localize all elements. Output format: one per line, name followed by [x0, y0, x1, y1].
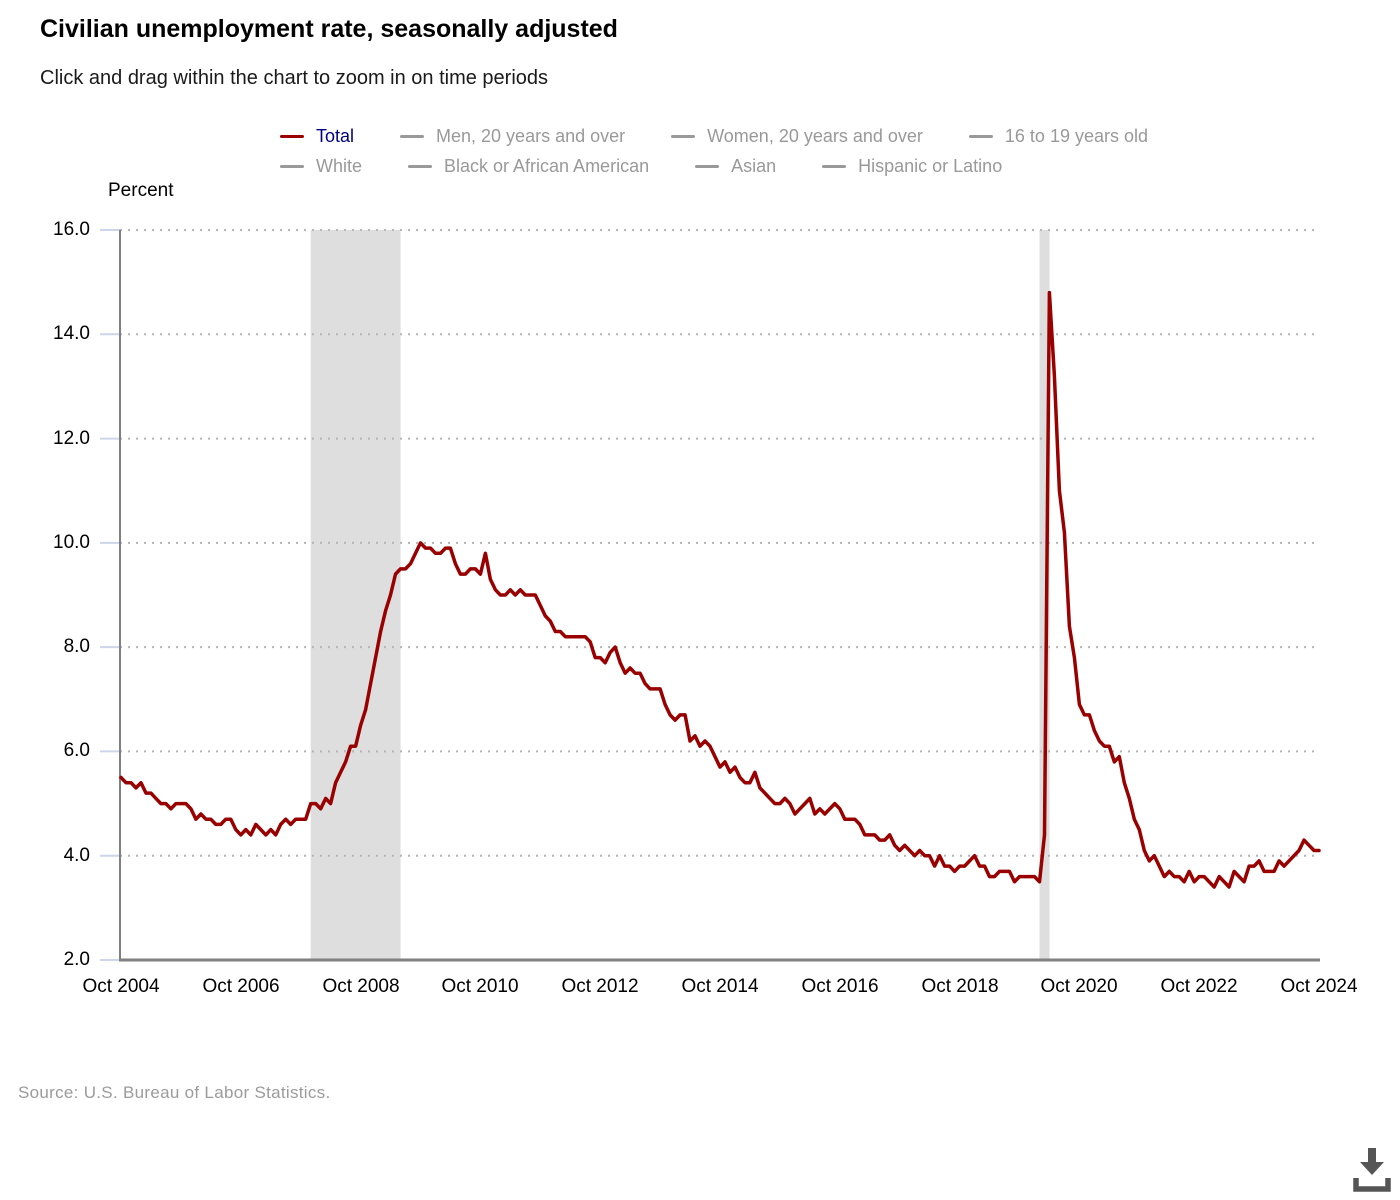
- legend-item-label: 16 to 19 years old: [1004, 125, 1149, 146]
- series-line-swatch-icon: [822, 164, 847, 168]
- y-axis-tick-label: 4.0: [63, 845, 90, 866]
- legend-item-asian[interactable]: Asian: [695, 156, 776, 177]
- series-line-swatch-icon: [400, 134, 425, 138]
- legend-item-label: Asian: [731, 155, 777, 176]
- x-axis-tick-label: Oct 2020: [1040, 976, 1118, 997]
- legend-row: Total Men, 20 years and over Women, 20 yea…: [279, 121, 1149, 151]
- series-line-swatch-icon: [279, 164, 304, 168]
- legend-item-label: White: [315, 155, 362, 176]
- legend-item-total[interactable]: Total: [279, 125, 355, 147]
- y-axis-tick-label: 8.0: [63, 636, 90, 657]
- legend-item-women-20-years-and-over[interactable]: Women, 20 years and over: [671, 126, 923, 147]
- y-axis-tick-label: 2.0: [63, 949, 90, 970]
- series-line-swatch-icon: [279, 134, 304, 138]
- chart-title: Civilian unemployment rate, seasonally a…: [40, 15, 618, 43]
- legend-item-16-to-19-years-old[interactable]: 16 to 19 years old: [968, 125, 1149, 147]
- y-axis-tick-label: 6.0: [63, 740, 90, 761]
- recession-band: [310, 230, 401, 960]
- y-axis-tick-label: 14.0: [53, 323, 90, 344]
- x-axis-tick-label: Oct 2004: [82, 976, 160, 997]
- x-axis-tick-label: Oct 2024: [1280, 976, 1358, 997]
- legend-item-hispanic-or-latino[interactable]: Hispanic or Latino: [822, 156, 1002, 177]
- y-axis-tick-label: 16.0: [53, 219, 90, 240]
- x-axis-tick-label: Oct 2006: [202, 976, 280, 997]
- chart-subtitle: Click and drag within the chart to zoom …: [40, 67, 549, 89]
- legend-item-label: Men, 20 years and over: [436, 125, 626, 146]
- series-line-swatch-icon: [408, 164, 432, 168]
- legend-item-black-or-african-american[interactable]: Black or African American: [408, 156, 649, 177]
- legend-item-label: Hispanic or Latino: [858, 155, 1003, 176]
- x-axis-tick-label: Oct 2010: [441, 976, 519, 997]
- x-axis-tick-label: Oct 2012: [561, 976, 639, 997]
- legend: Total Men, 20 years and over Women, 20 yea…: [279, 121, 1149, 181]
- x-axis-tick-label: Oct 2022: [1160, 976, 1238, 997]
- legend-item-white[interactable]: White: [279, 155, 362, 177]
- source-note: Source: U.S. Bureau of Labor Statistics.: [18, 1083, 331, 1102]
- series-line-swatch-icon: [695, 164, 720, 168]
- recession-band: [1039, 230, 1050, 960]
- x-axis-tick-label: Oct 2014: [681, 976, 759, 997]
- download-icon: [1353, 1148, 1391, 1192]
- legend-item-men-20-years-and-over[interactable]: Men, 20 years and over: [400, 126, 625, 147]
- x-axis-tick-label: Oct 2018: [921, 976, 999, 997]
- legend-item-label: Black or African American: [444, 155, 650, 176]
- series-line-swatch-icon: [968, 134, 993, 138]
- legend-row: White Black or African American Asian Hispa…: [279, 151, 1002, 181]
- legend-item-label: Women, 20 years and over: [707, 125, 923, 146]
- y-axis-tick-label: 12.0: [53, 428, 90, 449]
- x-axis-tick-label: Oct 2016: [801, 976, 879, 997]
- x-axis-tick-label: Oct 2008: [322, 976, 400, 997]
- y-axis-title: Percent: [108, 180, 174, 201]
- series-line-total: [119, 290, 1321, 889]
- y-axis-tick-label: 10.0: [53, 532, 90, 553]
- legend-item-label: Total: [315, 125, 355, 146]
- series-line-swatch-icon: [671, 134, 696, 138]
- download-button[interactable]: [1344, 1140, 1400, 1198]
